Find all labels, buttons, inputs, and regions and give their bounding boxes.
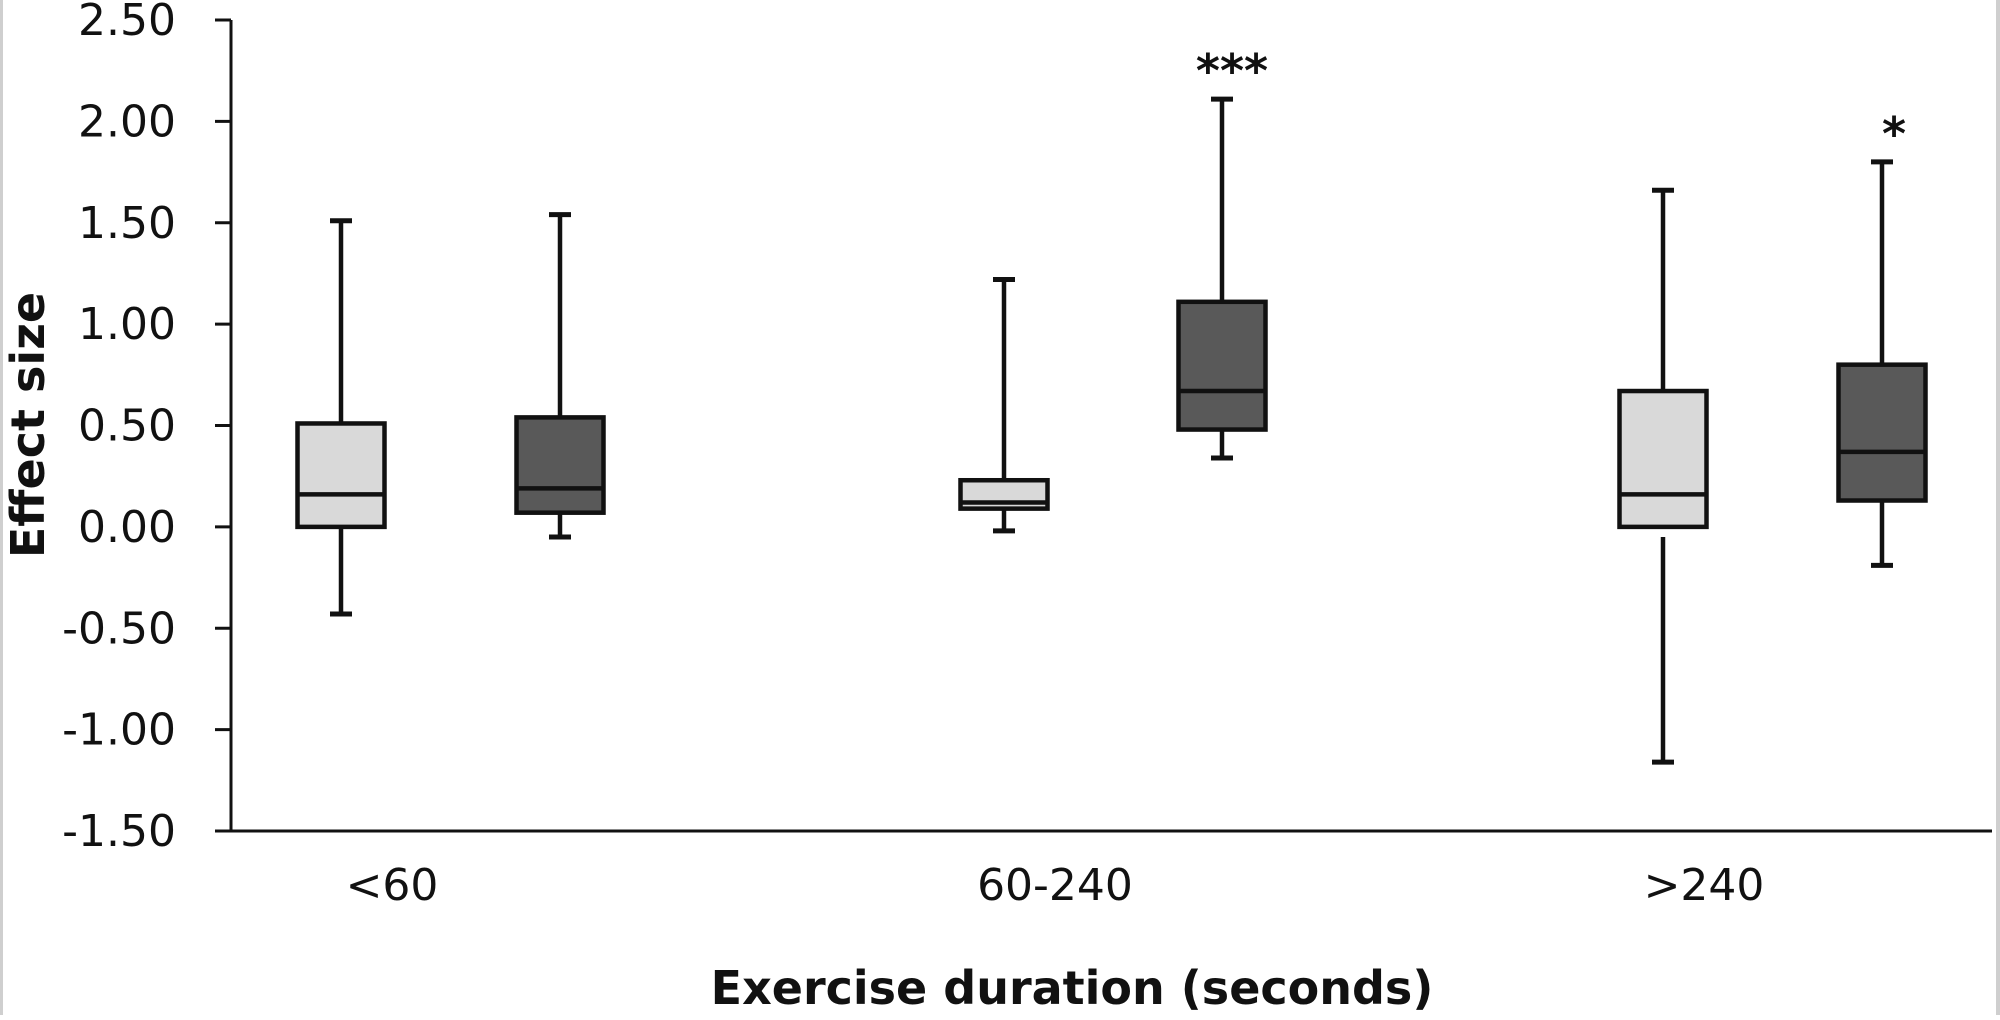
box-series: ****: [295, 44, 1928, 765]
y-tick-label: 2.00: [78, 96, 176, 147]
box-dark-1: ***: [1176, 44, 1268, 461]
box-iqr: [1176, 299, 1268, 432]
y-tick-label: 2.50: [78, 0, 176, 46]
y-tick-label: 0.50: [78, 401, 176, 452]
x-category-label: <60: [346, 860, 439, 911]
x-axis-title: Exercise duration (seconds): [711, 961, 1434, 1015]
box-light-0: [295, 218, 387, 617]
y-tick-label: -1.50: [62, 806, 176, 857]
box-dark-0: [514, 212, 606, 540]
significance-marker: *: [1882, 107, 1906, 161]
box-iqr: [514, 415, 606, 515]
y-axis-title: Effect size: [1, 292, 55, 558]
box-light-1: [958, 277, 1050, 534]
y-tick-label: 0.00: [78, 502, 176, 553]
box-dark-2: *: [1836, 107, 1928, 568]
box-iqr: [1617, 388, 1709, 530]
x-category-label: >240: [1644, 860, 1765, 911]
box-light-2: [1617, 187, 1709, 765]
y-tick-label: 1.50: [78, 198, 176, 249]
box-iqr: [1836, 362, 1928, 503]
y-tick-label: -0.50: [62, 603, 176, 654]
y-tick-label: -1.00: [62, 705, 176, 756]
axes: 2.50 2.00 1.50 1.00 0.50 0.00 -0.50 -1.00 -1.50 <…: [62, 0, 1992, 911]
frame-border-left: [0, 0, 3, 1015]
box-iqr: [295, 421, 387, 530]
x-category-label: 60-240: [977, 860, 1133, 911]
y-tick-label: 1.00: [78, 299, 176, 350]
significance-marker: ***: [1196, 44, 1268, 98]
frame-border-right: [1996, 0, 2000, 1015]
